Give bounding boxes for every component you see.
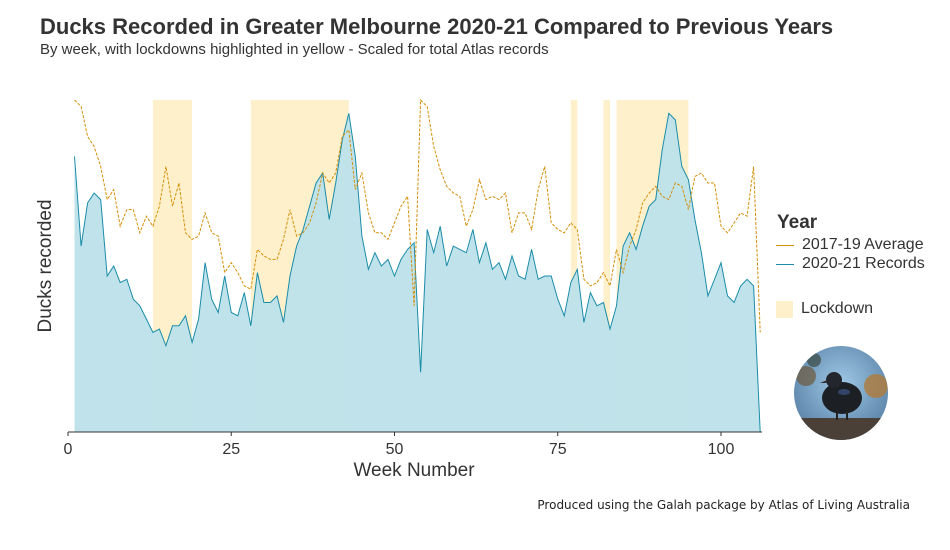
y-axis-label: Ducks recorded	[35, 199, 56, 332]
legend-label-lockdown: Lockdown	[801, 300, 874, 317]
legend-item-average: 2017-19 Average	[776, 236, 924, 254]
x-axis-label: Week Number	[353, 460, 475, 481]
legend-label-records: 2020-21 Records	[802, 255, 925, 272]
legend-key-average	[776, 244, 794, 246]
legend-key-records	[776, 263, 794, 265]
average-line	[74, 98, 761, 333]
legend-item-records: 2020-21 Records	[776, 255, 925, 273]
lockdown-band	[603, 100, 610, 432]
x-tick-label: 50	[386, 441, 404, 458]
records-area	[74, 113, 761, 433]
legend-title: Year	[777, 212, 818, 233]
x-tick-label: 75	[549, 441, 567, 458]
legend-item-lockdown: Lockdown	[776, 300, 873, 318]
chart-subtitle: By week, with lockdowns highlighted in y…	[40, 41, 549, 58]
lockdown-band	[570, 100, 578, 432]
chart-caption: Produced using the Galah package by Atla…	[537, 498, 910, 512]
legend-label-average: 2017-19 Average	[802, 236, 924, 253]
x-tick-label: 0	[64, 441, 73, 458]
x-tick-label: 100	[708, 441, 735, 458]
x-tick-label: 25	[222, 441, 240, 458]
records-line	[74, 112, 761, 433]
legend-key-lockdown	[776, 300, 793, 318]
duck-photo	[794, 346, 888, 440]
x-axis-ticks: 0 25 50 75 100	[64, 432, 735, 458]
chart-title: Ducks Recorded in Greater Melbourne 2020…	[40, 14, 834, 39]
